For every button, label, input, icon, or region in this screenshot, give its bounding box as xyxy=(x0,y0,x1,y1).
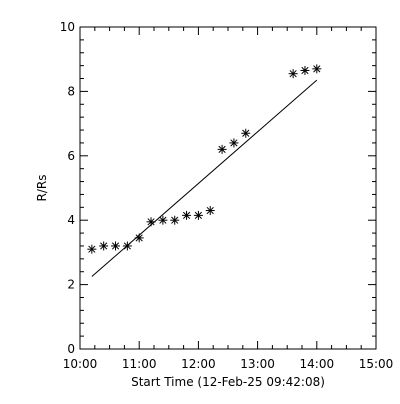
x-tick-label: 12:00 xyxy=(181,357,216,371)
asterisk-stroke xyxy=(313,65,321,73)
y-tick-label: 6 xyxy=(67,149,75,163)
x-tick-label: 14:00 xyxy=(300,357,335,371)
data-point xyxy=(193,210,203,220)
asterisk-stroke xyxy=(182,211,191,219)
data-point xyxy=(205,206,215,216)
data-point xyxy=(182,210,192,220)
asterisk-stroke xyxy=(301,66,309,75)
asterisk-stroke xyxy=(159,216,167,224)
y-tick-label: 8 xyxy=(67,84,75,98)
asterisk-stroke xyxy=(194,211,202,219)
y-tick-label: 2 xyxy=(67,278,75,292)
data-point xyxy=(146,217,156,227)
asterisk-stroke xyxy=(111,242,120,250)
asterisk-stroke xyxy=(242,129,250,137)
y-tick-label: 4 xyxy=(67,213,75,227)
data-point xyxy=(134,233,144,243)
data-point xyxy=(111,241,121,251)
y-axis-label: R/Rs xyxy=(35,175,49,202)
asterisk-stroke xyxy=(171,216,179,224)
data-point xyxy=(241,128,251,138)
data-point xyxy=(288,69,298,79)
x-tick-label: 15:00 xyxy=(359,357,394,371)
y-tick-label: 10 xyxy=(60,20,75,34)
data-point xyxy=(170,215,180,225)
asterisk-stroke xyxy=(100,242,108,250)
ticks-layer xyxy=(79,26,377,350)
y-tick-label: 0 xyxy=(67,342,75,356)
asterisk-stroke xyxy=(147,218,155,226)
data-point xyxy=(99,241,109,251)
data-point xyxy=(229,138,239,148)
asterisk-stroke xyxy=(135,234,143,242)
asterisk-stroke xyxy=(206,206,214,215)
data-point xyxy=(312,64,322,74)
data-point xyxy=(122,241,132,251)
asterisk-stroke xyxy=(123,242,131,250)
data-point xyxy=(217,144,227,154)
points-layer xyxy=(87,64,322,254)
x-tick-label: 11:00 xyxy=(122,357,157,371)
data-point xyxy=(87,244,97,254)
asterisk-stroke xyxy=(289,70,297,78)
x-tick-label: 10:00 xyxy=(63,357,98,371)
data-point xyxy=(300,65,310,75)
tick-labels-layer: 10:00 11:00 12:00 13:00 14:00 15:00 0 2 4 6 8 10 xyxy=(60,20,394,371)
asterisk-stroke xyxy=(230,139,238,147)
asterisk-stroke xyxy=(88,245,96,253)
x-tick-label: 13:00 xyxy=(240,357,275,371)
asterisk-stroke xyxy=(218,145,226,153)
data-point xyxy=(158,215,168,225)
x-axis-label: Start Time (12-Feb-25 09:42:08) xyxy=(131,375,325,389)
